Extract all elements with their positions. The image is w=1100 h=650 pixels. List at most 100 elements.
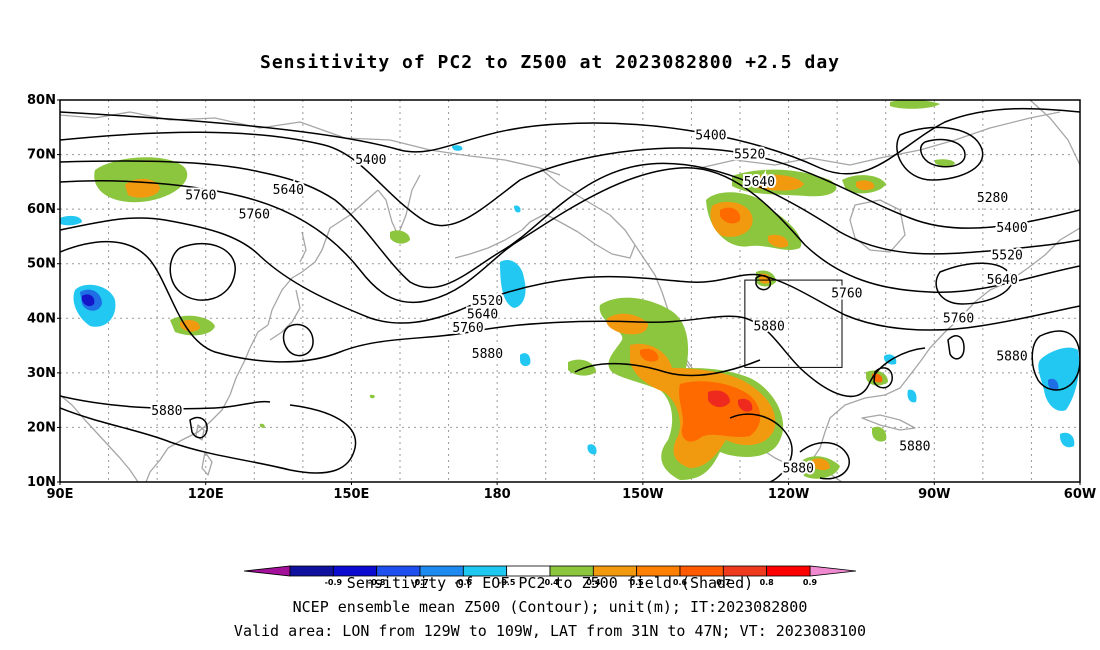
sensitivity-patch	[640, 348, 659, 362]
latitude-tick-labels: 80N 70N 60N 50N 40N 30N 20N 10N	[27, 93, 60, 490]
sensitivity-patch	[452, 145, 463, 151]
sensitivity-patch	[679, 381, 761, 442]
sensitivity-patch	[812, 458, 830, 471]
lat-tick-label: 50N	[27, 257, 56, 272]
sensitivity-patch	[520, 353, 531, 367]
lon-tick-label: 120E	[188, 487, 224, 502]
lon-tick-label: 120W	[768, 487, 809, 502]
sensitivity-patch	[369, 394, 375, 399]
colorbar-swatch	[766, 565, 811, 577]
coast-indochina	[145, 447, 169, 482]
contour-label: 5880	[996, 349, 1027, 364]
contour-label: 5520	[472, 294, 503, 309]
colorbar-arrow-high	[809, 565, 857, 577]
lon-tick-label: 150W	[622, 487, 663, 502]
contour-labels: 5400564057605760540055205640528054005520…	[149, 126, 1029, 478]
contour-line	[799, 442, 851, 480]
sensitivity-patch	[82, 294, 95, 307]
coast-japan	[269, 289, 301, 341]
sensitivity-patch	[738, 398, 753, 412]
contour-line	[896, 126, 984, 181]
lat-tick-label: 20N	[27, 420, 56, 435]
contour-line	[60, 217, 1080, 331]
sensitivity-patch	[907, 389, 917, 403]
contour-label: 5760	[831, 287, 862, 302]
contour-line	[729, 413, 793, 482]
contour-label: 5640	[467, 307, 498, 322]
contour-label: 5760	[943, 311, 974, 326]
colorbar-tick-label: -0.6	[455, 578, 473, 587]
map-title: Sensitivity of PC2 to Z500 at 2023082800…	[260, 52, 840, 73]
contour-line	[920, 138, 966, 168]
colorbar-tick-label: 0.8	[760, 578, 775, 587]
sensitivity-patch	[500, 262, 520, 282]
colorbar: -0.9 -0.8 -0.7 -0.6 -0.5 -0.4 0.4 0.5 0.6 0.7 0.8 0…	[243, 565, 857, 587]
contour-label: 5880	[753, 319, 784, 334]
colorbar-tick-label: 0.9	[803, 578, 818, 587]
valid-area-box	[744, 279, 843, 368]
contour-line	[60, 131, 1080, 229]
contour-label: 5280	[977, 191, 1008, 206]
lat-tick-label: 40N	[27, 311, 56, 326]
sensitivity-patch	[259, 423, 265, 428]
contour-line	[574, 359, 761, 377]
contour-line	[60, 107, 1080, 175]
sensitivity-patch	[708, 390, 730, 408]
lon-tick-label: 180	[484, 487, 511, 502]
contour-label: 5400	[695, 128, 726, 143]
colorbar-tick-label: 0.5	[630, 578, 645, 587]
longitude-tick-labels: 90E 120E 150E 180 150W 120W 90W 60W	[47, 482, 1096, 502]
coast-na-east	[919, 227, 1080, 363]
colorbar-tick-label: 0.7	[716, 578, 730, 587]
coast-gulf-mexico	[799, 361, 921, 473]
contour-line	[947, 335, 965, 360]
contour-label: 5400	[355, 153, 386, 168]
contour-label: 5880	[472, 347, 503, 362]
lat-tick-label: 80N	[27, 93, 56, 108]
sensitivity-patch	[500, 259, 526, 308]
contour-line	[189, 416, 208, 439]
lon-tick-label: 90E	[47, 487, 74, 502]
colorbar-tick-label: 0.4	[586, 578, 601, 587]
coast-hudson-bay	[849, 199, 906, 253]
sensitivity-patch	[890, 100, 940, 109]
contour-label: 5760	[185, 189, 216, 204]
contour-label: 5880	[899, 440, 930, 455]
colorbar-tick-label: -0.4	[541, 578, 559, 587]
sensitivity-patch	[856, 180, 875, 191]
map-frame	[59, 99, 1081, 483]
contour-line	[60, 404, 357, 474]
lat-tick-label: 30N	[27, 366, 56, 381]
contour-label: 5760	[239, 208, 270, 223]
colorbar-swatch	[289, 565, 334, 577]
contour-label: 5640	[987, 273, 1018, 288]
lon-tick-label: 150E	[333, 487, 369, 502]
coast-east-asia	[167, 324, 269, 449]
contour-line	[1031, 330, 1080, 391]
contour-line	[60, 160, 1080, 289]
footer-shaded-caption: Sensitivity of EOF PC2 to Z500 field (Sh…	[347, 574, 753, 592]
lon-tick-label: 90W	[918, 487, 950, 502]
coast-philippines	[201, 451, 213, 476]
sensitivity-patch	[768, 234, 789, 248]
coast-taiwan	[195, 424, 205, 441]
colorbar-tick-label: 0.6	[673, 578, 688, 587]
sensitivity-patch	[1060, 432, 1075, 448]
sensitivity-patch	[872, 426, 887, 442]
contour-line	[282, 323, 314, 357]
contour-line	[873, 367, 893, 389]
sensitivity-patch	[514, 205, 521, 213]
contour-line	[60, 240, 926, 398]
lat-tick-label: 10N	[27, 475, 56, 490]
coast-canada-arctic	[699, 111, 1061, 169]
footer-contour-caption: NCEP ensemble mean Z500 (Contour); unit(…	[293, 598, 808, 616]
z500-contours	[60, 107, 1080, 482]
coast-aleutians	[454, 229, 523, 259]
contour-label: 5400	[996, 221, 1027, 236]
lat-tick-label: 60N	[27, 202, 56, 217]
colorbar-tick-label: -0.5	[498, 578, 516, 587]
contour-line	[755, 274, 772, 291]
contour-label: 5640	[273, 183, 304, 198]
sensitivity-patch	[606, 313, 648, 335]
